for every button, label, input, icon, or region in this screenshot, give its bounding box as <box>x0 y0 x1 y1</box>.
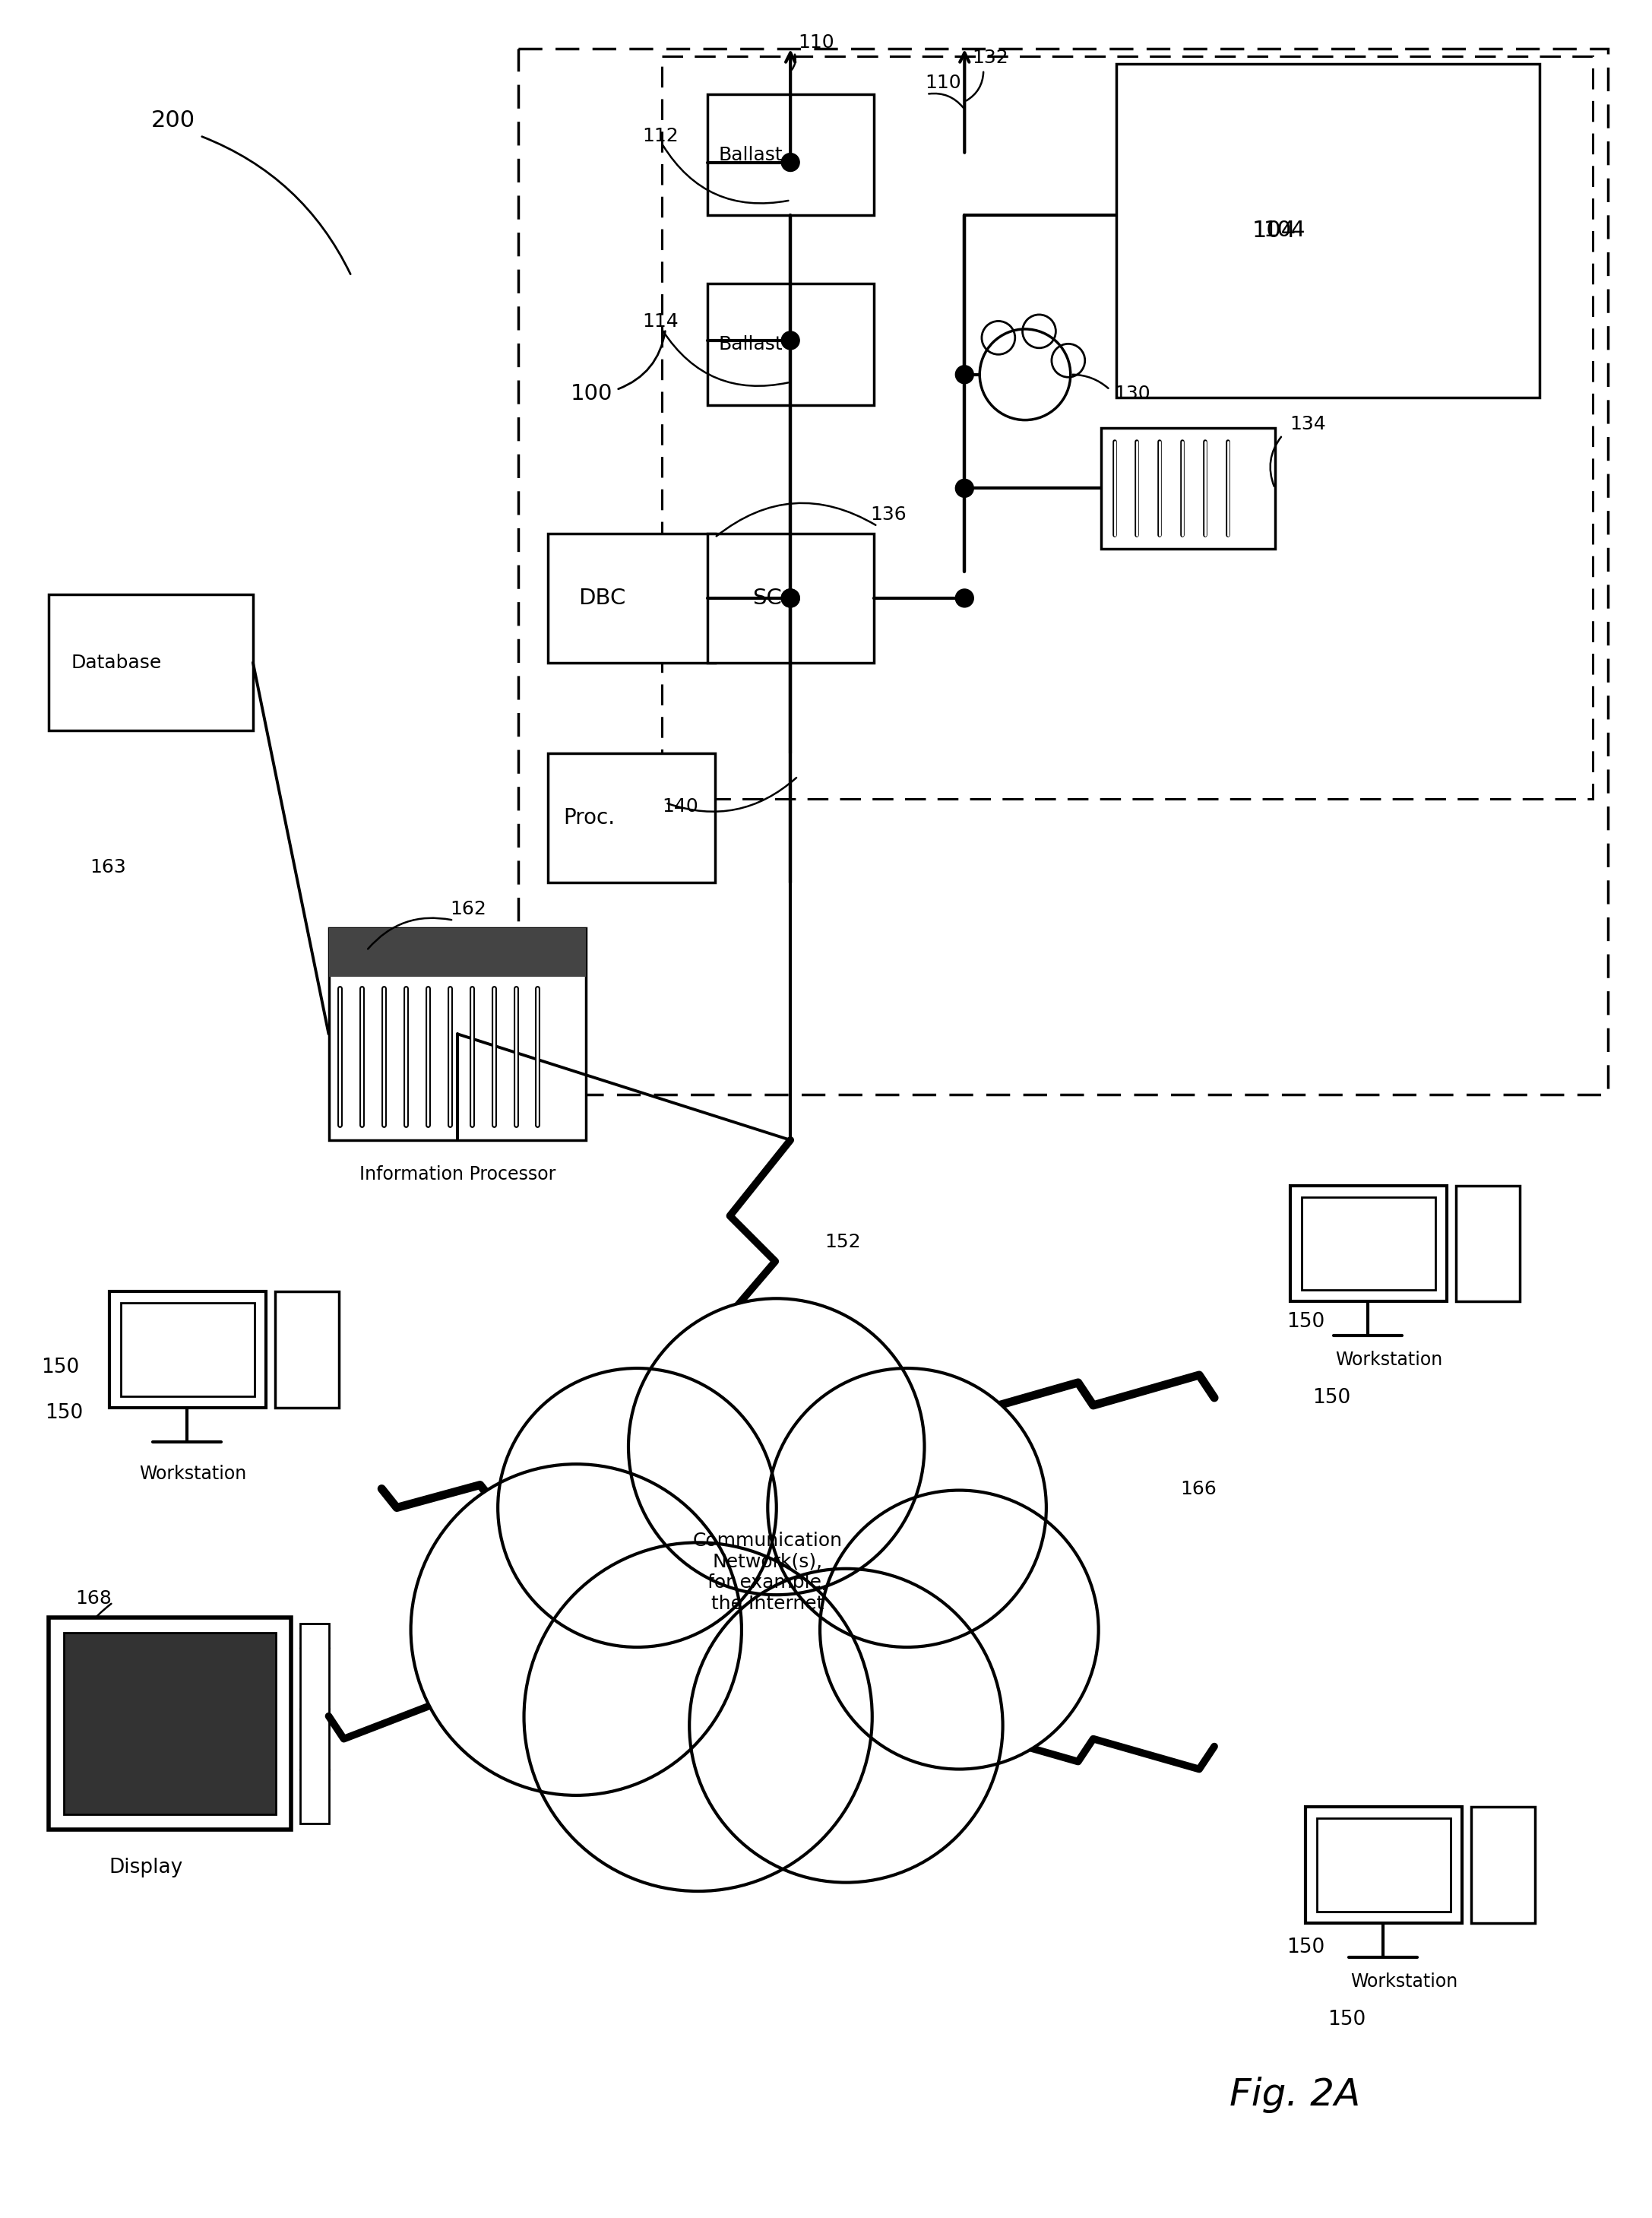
Text: 152: 152 <box>824 1233 861 1251</box>
Text: 110: 110 <box>925 73 961 91</box>
Text: 150: 150 <box>1287 1936 1325 1956</box>
Bar <box>1302 1198 1436 1291</box>
Bar <box>1100 428 1275 548</box>
Text: Communication
Network(s),
for example,
the Internet: Communication Network(s), for example, t… <box>692 1530 843 1612</box>
Text: Workstation: Workstation <box>1335 1351 1442 1369</box>
Text: 162: 162 <box>449 901 486 918</box>
Bar <box>707 93 874 215</box>
Bar <box>121 1302 254 1397</box>
Bar <box>274 1291 339 1408</box>
Bar <box>301 1624 329 1823</box>
Bar <box>1305 1808 1462 1923</box>
Bar <box>109 1291 266 1408</box>
Circle shape <box>819 1490 1099 1770</box>
Circle shape <box>781 330 800 350</box>
Text: 104: 104 <box>1264 220 1305 242</box>
Text: 140: 140 <box>662 798 699 816</box>
Circle shape <box>768 1369 1046 1648</box>
Bar <box>1470 1808 1535 1923</box>
Text: 150: 150 <box>41 1357 79 1377</box>
Text: DBC: DBC <box>578 588 626 608</box>
Text: 130: 130 <box>1115 384 1150 404</box>
Text: 104: 104 <box>1252 220 1297 242</box>
Text: 150: 150 <box>1287 1313 1325 1331</box>
Text: Information Processor: Information Processor <box>358 1164 555 1184</box>
Text: Workstation: Workstation <box>139 1464 246 1482</box>
Text: 150: 150 <box>1328 2010 1366 2029</box>
Bar <box>64 1632 276 1814</box>
Bar <box>1455 1187 1520 1302</box>
Circle shape <box>497 1369 776 1648</box>
Circle shape <box>955 479 973 497</box>
Text: Database: Database <box>71 654 162 672</box>
Text: 134: 134 <box>1290 415 1327 433</box>
Circle shape <box>689 1568 1003 1883</box>
Circle shape <box>781 590 800 608</box>
Text: Ballast: Ballast <box>719 146 783 164</box>
Bar <box>1290 1187 1447 1302</box>
Circle shape <box>628 1298 925 1595</box>
Text: 132: 132 <box>971 49 1008 67</box>
Circle shape <box>955 590 973 608</box>
Text: Proc.: Proc. <box>563 807 615 830</box>
Circle shape <box>781 153 800 171</box>
Text: 136: 136 <box>871 506 907 523</box>
Text: 100: 100 <box>572 384 613 404</box>
Text: 150: 150 <box>45 1404 83 1422</box>
Bar <box>519 49 1607 1096</box>
Bar <box>707 284 874 406</box>
Bar <box>1317 1819 1450 1912</box>
Text: 168: 168 <box>74 1590 111 1608</box>
Bar <box>48 594 253 730</box>
Text: Display: Display <box>109 1859 183 1879</box>
Circle shape <box>781 590 800 608</box>
Text: Workstation: Workstation <box>1351 1972 1459 1990</box>
Bar <box>707 535 874 663</box>
Text: 150: 150 <box>1313 1388 1351 1408</box>
Circle shape <box>524 1542 872 1892</box>
Bar <box>548 754 715 883</box>
Bar <box>48 1617 291 1830</box>
Text: 200: 200 <box>150 109 195 131</box>
Text: Ballast: Ballast <box>719 335 783 353</box>
Bar <box>329 927 586 1140</box>
Bar <box>1115 64 1540 397</box>
Circle shape <box>955 366 973 384</box>
Text: 112: 112 <box>643 126 679 144</box>
Text: 114: 114 <box>643 313 679 330</box>
Bar <box>662 55 1593 798</box>
Text: 110: 110 <box>798 33 834 51</box>
Text: 166: 166 <box>1180 1479 1216 1497</box>
Bar <box>329 927 586 978</box>
Text: 163: 163 <box>91 858 127 876</box>
Bar <box>548 535 715 663</box>
Circle shape <box>411 1464 742 1794</box>
Text: SC: SC <box>753 588 781 608</box>
Text: Fig. 2A: Fig. 2A <box>1229 2076 1360 2114</box>
